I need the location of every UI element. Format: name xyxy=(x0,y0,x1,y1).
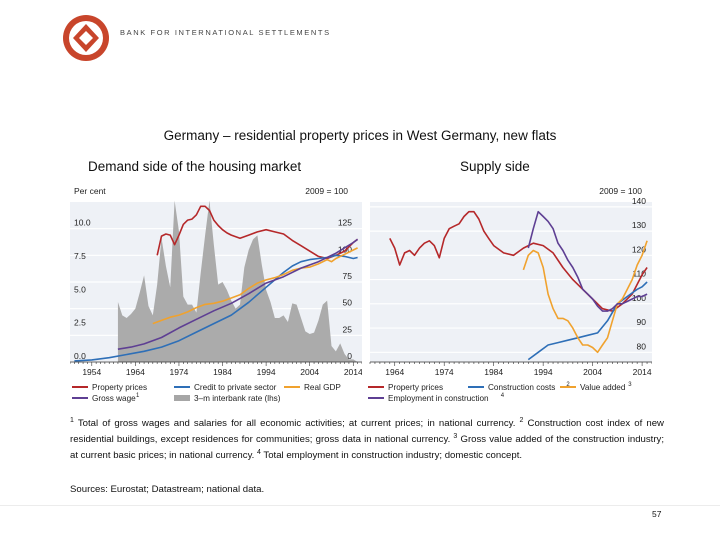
supply-side-chart: 2009 = 100 80 90 100 110 120 130 140 1964 1974 198… xyxy=(368,186,652,403)
legend-label: Gross wage xyxy=(92,394,136,403)
plot-area xyxy=(370,202,652,362)
left-tick-label: 5.0 xyxy=(74,284,86,294)
footnote-4-mark: 4 xyxy=(257,449,261,457)
right-tick-label: 80 xyxy=(637,341,647,351)
legend-label: Property prices xyxy=(92,383,147,392)
right-tick-label: 25 xyxy=(343,324,353,334)
right-tick-label: 110 xyxy=(632,269,646,279)
series-area-interbank-rate xyxy=(117,200,358,362)
right-tick-label: 125 xyxy=(338,218,352,228)
series-line-gross-wage xyxy=(117,238,359,350)
footnote-4: Total employment in construction industr… xyxy=(263,450,523,462)
right-tick-label: 75 xyxy=(343,271,353,281)
x-tick-label: 1984 xyxy=(213,367,232,377)
footer-divider xyxy=(0,505,720,506)
legend-label: Credit to private sector xyxy=(194,383,277,392)
series-line-value-added xyxy=(522,240,648,354)
footnote-2-mark: 2 xyxy=(519,417,524,424)
legend-swatch xyxy=(174,395,190,401)
right-tick-label: 0 xyxy=(347,351,352,361)
x-tick-label: 2014 xyxy=(633,367,652,377)
left-chart-title: Demand side of the housing market xyxy=(88,159,302,174)
footnote-1: Total of gross wages and salaries for al… xyxy=(77,418,516,430)
footnote-1-mark: 1 xyxy=(70,417,74,424)
footnote-2: Construction cost index of new residenti… xyxy=(70,418,664,446)
right-axis-unit: 2009 = 100 xyxy=(305,186,348,196)
left-tick-label: 2.5 xyxy=(74,318,86,328)
legend-footnote-mark: 2 xyxy=(566,382,570,388)
left-tick-label: 7.5 xyxy=(74,251,86,261)
legend-footnote-mark: 3 xyxy=(628,382,632,388)
x-tick-label: 1974 xyxy=(169,367,188,377)
footnote-3-mark: 3 xyxy=(453,433,458,441)
legend-label: Real GDP xyxy=(304,383,341,392)
x-tick-label: 1954 xyxy=(82,367,101,377)
footnote-3: Gross value added of the construction in… xyxy=(70,434,664,462)
legend-label: 3–m interbank rate (lhs) xyxy=(194,394,281,403)
x-tick-label: 1964 xyxy=(126,367,145,377)
right-tick-label: 100 xyxy=(632,293,646,303)
demand-side-chart: Per cent 2009 = 100 0.0 2.5 5.0 7.5 10.0 0 25 50 7… xyxy=(70,186,362,403)
left-tick-label: 0.0 xyxy=(74,351,86,361)
right-tick-label: 90 xyxy=(637,317,647,327)
right-chart-title: Supply side xyxy=(460,159,530,174)
bank-name: BANK FOR INTERNATIONAL SETTLEMENTS xyxy=(120,28,331,37)
x-tick-label: 2014 xyxy=(344,367,362,377)
page-title: Germany – residential property prices in… xyxy=(163,128,557,143)
x-tick-label: 1964 xyxy=(385,367,404,377)
legend-label: Construction costs xyxy=(488,383,555,392)
x-tick-label: 1994 xyxy=(534,367,553,377)
footnotes: 1 Total of gross wages and salaries for … xyxy=(70,414,664,463)
x-tick-label: 2004 xyxy=(300,367,319,377)
right-axis-unit: 2009 = 100 xyxy=(599,186,642,196)
series-line-real-gdp xyxy=(152,247,358,325)
x-tick-label: 1994 xyxy=(257,367,276,377)
bis-logo-icon xyxy=(63,15,109,61)
right-tick-label: 50 xyxy=(343,298,353,308)
series-line-employment-in-construction xyxy=(527,210,648,312)
left-tick-label: 10.0 xyxy=(74,218,91,228)
legend-label: Value added xyxy=(580,383,626,392)
legend-label: Employment in construction xyxy=(388,394,489,403)
legend-footnote-mark: 4 xyxy=(501,393,505,399)
legend-footnote-mark: 1 xyxy=(136,393,140,399)
series-line-credit-to-private-sector xyxy=(74,254,358,362)
left-axis-unit: Per cent xyxy=(74,186,106,196)
sources: Sources: Eurostat; Datastream; national … xyxy=(70,484,265,495)
x-tick-label: 2004 xyxy=(583,367,602,377)
series-line-property-prices xyxy=(156,205,359,260)
right-tick-label: 130 xyxy=(632,220,646,230)
right-tick-label: 140 xyxy=(632,196,646,206)
right-tick-label: 100 xyxy=(338,244,352,254)
x-tick-label: 1974 xyxy=(435,367,454,377)
legend-label: Property prices xyxy=(388,383,443,392)
x-tick-label: 1984 xyxy=(484,367,503,377)
series-line-construction-costs xyxy=(527,281,648,361)
page-number: 57 xyxy=(652,509,662,519)
right-tick-label: 120 xyxy=(632,244,646,254)
